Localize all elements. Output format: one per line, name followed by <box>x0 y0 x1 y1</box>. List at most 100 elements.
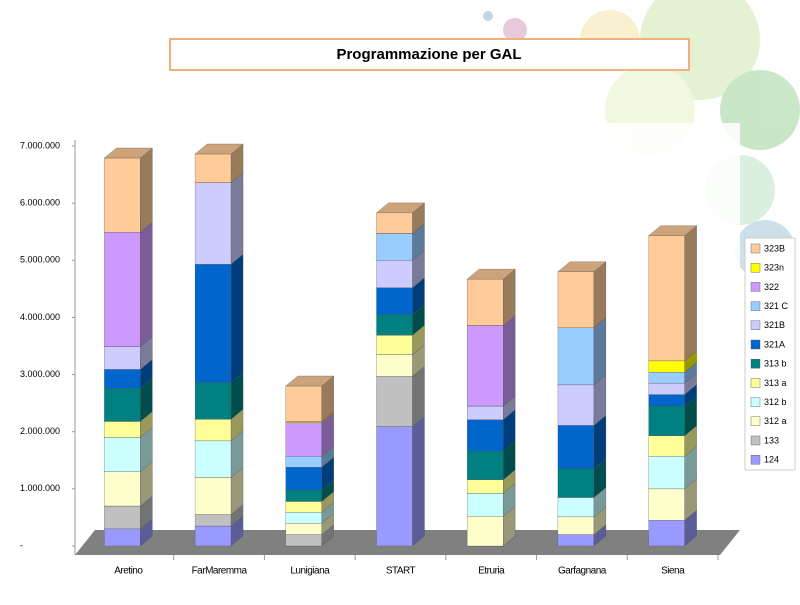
legend-label: 321 C <box>764 301 789 311</box>
bar-side <box>503 315 516 407</box>
x-tick-label: Lunigiana <box>290 566 330 577</box>
bar-segment <box>376 212 413 234</box>
bar-segment <box>557 425 595 470</box>
bar-segment <box>648 360 685 373</box>
bar-side <box>684 225 697 362</box>
bar-segment <box>376 334 413 355</box>
legend-label: 322 <box>764 282 779 292</box>
bar-side <box>230 253 244 383</box>
legend-label: 313 b <box>764 359 787 369</box>
legend-label: 323n <box>764 263 784 273</box>
bar-segment <box>194 153 232 183</box>
bar-side <box>412 416 425 547</box>
x-tick-label: Aretino <box>114 566 143 577</box>
bar-segment <box>104 471 141 507</box>
bar-segment <box>557 468 595 498</box>
legend-swatch <box>750 263 761 273</box>
bar-segment <box>194 182 232 265</box>
chart-title: Programmazione per GAL <box>336 46 521 63</box>
bar-segment <box>648 435 685 457</box>
bar-segment <box>648 405 685 436</box>
bar-segment <box>376 314 413 336</box>
bar-segment <box>194 514 232 527</box>
y-tick-label: 7.000.000 <box>20 140 60 150</box>
bar-top <box>194 143 244 155</box>
x-tick-label: FarMaremma <box>192 566 248 577</box>
bar-top <box>648 225 698 236</box>
bar-segment <box>285 522 322 535</box>
bar-segment <box>557 271 595 328</box>
legend-label: 312 a <box>764 416 787 426</box>
legend-swatch <box>750 435 761 446</box>
legend-swatch <box>750 320 761 330</box>
bar-segment <box>104 232 141 347</box>
chart: - 1.000.000 2.000.000 3.000.000 4.000.000 5.0… <box>20 140 789 576</box>
bar-side <box>230 172 244 265</box>
bar-segment <box>104 346 141 370</box>
bar-top <box>557 261 607 272</box>
bar-segment <box>557 497 595 518</box>
bar-segment <box>648 235 685 362</box>
bar-segment <box>104 369 141 389</box>
bar-side <box>412 365 425 427</box>
legend-label: 321A <box>764 339 785 349</box>
legend-label: 313 a <box>764 378 787 388</box>
bar-segment <box>285 421 322 423</box>
bar-segment <box>104 421 141 438</box>
bar-segment <box>467 516 504 547</box>
legend-swatch <box>750 243 761 254</box>
bar-segment <box>104 388 141 422</box>
legend-swatch <box>750 282 761 292</box>
bar-segment <box>467 450 504 480</box>
bar-segment <box>194 477 232 515</box>
x-tick-label: Etruria <box>478 566 505 577</box>
bar-segment <box>194 418 232 442</box>
legend-swatch <box>750 455 761 465</box>
bar-segment <box>467 325 504 407</box>
bar-segment <box>194 440 232 478</box>
bar-segment <box>104 437 141 472</box>
bar-segment <box>376 376 413 427</box>
bar-segment <box>467 479 504 494</box>
bar-segment <box>376 233 413 261</box>
bar-segment <box>285 534 322 547</box>
bar-segment <box>648 488 685 521</box>
bar-side <box>593 317 607 386</box>
legend-swatch <box>750 359 761 369</box>
bar-segment <box>467 493 504 517</box>
bar-side <box>140 221 153 347</box>
bar-segment <box>104 157 141 233</box>
bar-segment <box>285 385 322 422</box>
y-tick-label: 6.000.000 <box>20 198 60 208</box>
y-tick-label: 5.000.000 <box>20 255 60 265</box>
legend-swatch <box>750 339 761 350</box>
bar-segment <box>285 456 322 468</box>
bar-segment <box>194 525 232 547</box>
y-tick-label: 1.000.000 <box>20 483 60 493</box>
bar-segment <box>285 422 322 457</box>
bar-segment <box>557 327 595 386</box>
bar-top <box>285 375 335 387</box>
bar-top <box>376 202 425 214</box>
bar-top <box>466 268 516 280</box>
legend-label: 323B <box>764 243 785 253</box>
bar-segment <box>557 516 595 535</box>
bar-segment <box>557 384 595 426</box>
bar-segment <box>376 260 413 288</box>
title-box <box>169 38 690 71</box>
bar-segment <box>194 264 232 383</box>
y-tick-label: - <box>20 540 23 550</box>
bar-segment <box>467 405 504 420</box>
bar-segment <box>467 278 504 326</box>
y-tick-label: 2.000.000 <box>20 426 60 436</box>
legend-label: 312 b <box>764 397 787 407</box>
bar-segment <box>467 419 504 452</box>
bar-segment <box>285 466 322 491</box>
legend <box>744 237 796 471</box>
x-tick-label: Siena <box>661 566 685 577</box>
x-tick-label: Garfagnana <box>558 566 607 577</box>
legend-swatch <box>750 301 761 311</box>
bar-segment <box>557 534 595 547</box>
